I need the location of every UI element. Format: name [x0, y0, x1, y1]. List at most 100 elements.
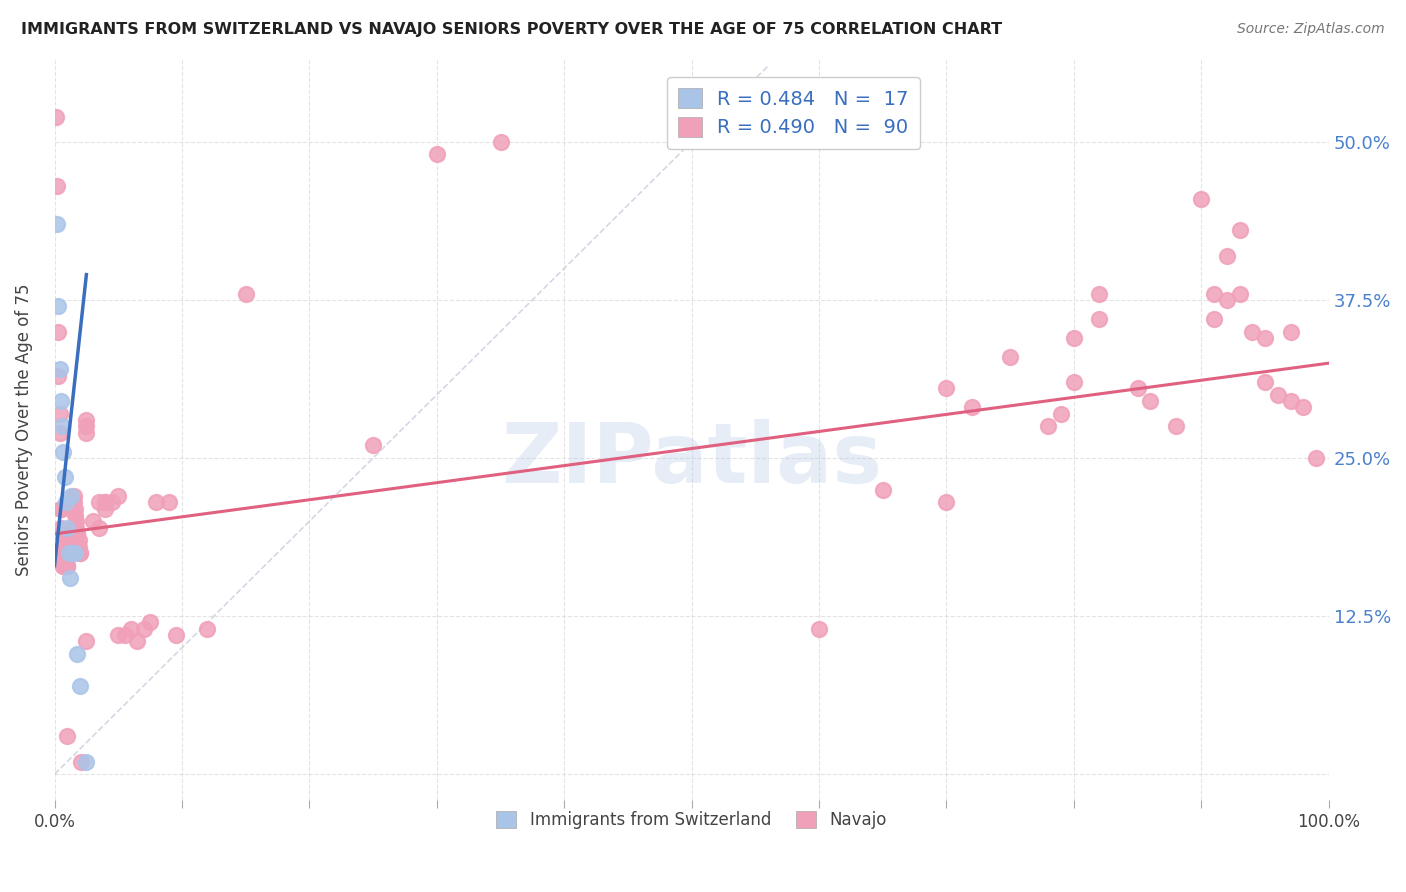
Point: [60, 501, 83, 516]
Point: [56, 558, 79, 573]
Point: [60, 495, 83, 509]
Point: [1254, 331, 1277, 345]
Point: [1204, 311, 1226, 326]
Point: [1139, 394, 1161, 409]
Legend: Immigrants from Switzerland, Navajo: Immigrants from Switzerland, Navajo: [489, 804, 894, 836]
Point: [75, 634, 97, 648]
Point: [69, 679, 91, 693]
Point: [49, 501, 72, 516]
Point: [60, 527, 83, 541]
Point: [55, 495, 77, 509]
Point: [1204, 286, 1226, 301]
Point: [101, 495, 124, 509]
Point: [139, 615, 162, 630]
Point: [69, 546, 91, 560]
Point: [1305, 450, 1327, 465]
Point: [48, 425, 70, 440]
Point: [48, 407, 70, 421]
Point: [75, 413, 97, 427]
Point: [60, 546, 83, 560]
Point: [1216, 249, 1239, 263]
Point: [46, 179, 69, 194]
Point: [53, 470, 76, 484]
Point: [56, 729, 79, 743]
Point: [89, 520, 111, 534]
Point: [56, 520, 79, 534]
Point: [66, 647, 89, 661]
Point: [107, 628, 129, 642]
Point: [59, 571, 82, 585]
Point: [94, 501, 117, 516]
Point: [53, 546, 76, 560]
Point: [62, 489, 84, 503]
Point: [56, 558, 79, 573]
Point: [114, 628, 136, 642]
Point: [165, 628, 187, 642]
Point: [75, 425, 97, 440]
Point: [58, 546, 80, 560]
Point: [53, 546, 76, 560]
Point: [960, 401, 983, 415]
Point: [49, 527, 72, 541]
Text: Source: ZipAtlas.com: Source: ZipAtlas.com: [1237, 22, 1385, 37]
Point: [45, 110, 67, 124]
Text: ZIPatlas: ZIPatlas: [501, 418, 882, 500]
Point: [56, 558, 79, 573]
Point: [1229, 286, 1251, 301]
Point: [1126, 381, 1149, 395]
Point: [63, 501, 86, 516]
Point: [59, 533, 82, 548]
Point: [48, 325, 70, 339]
Point: [49, 394, 72, 409]
Point: [59, 533, 82, 548]
Point: [489, 135, 512, 149]
Point: [1254, 375, 1277, 389]
Point: [52, 444, 75, 458]
Y-axis label: Seniors Poverty Over the Age of 75: Seniors Poverty Over the Age of 75: [15, 284, 32, 576]
Point: [60, 533, 83, 548]
Point: [935, 495, 957, 509]
Point: [94, 495, 117, 509]
Point: [75, 419, 97, 434]
Point: [127, 634, 149, 648]
Text: IMMIGRANTS FROM SWITZERLAND VS NAVAJO SENIORS POVERTY OVER THE AGE OF 75 CORRELA: IMMIGRANTS FROM SWITZERLAND VS NAVAJO SE…: [21, 22, 1002, 37]
Point: [872, 483, 894, 497]
Point: [58, 527, 80, 541]
Point: [82, 514, 104, 528]
Point: [67, 540, 90, 554]
Point: [1164, 419, 1187, 434]
Point: [1279, 394, 1302, 409]
Point: [120, 622, 142, 636]
Point: [52, 552, 75, 566]
Point: [1088, 286, 1111, 301]
Point: [62, 495, 84, 509]
Point: [48, 362, 70, 376]
Point: [70, 755, 93, 769]
Point: [1267, 388, 1289, 402]
Point: [49, 520, 72, 534]
Point: [1050, 407, 1073, 421]
Point: [935, 381, 957, 395]
Point: [69, 546, 91, 560]
Point: [361, 438, 384, 452]
Point: [1088, 311, 1111, 326]
Point: [51, 419, 73, 434]
Point: [67, 533, 90, 548]
Point: [63, 546, 86, 560]
Point: [63, 508, 86, 522]
Point: [52, 546, 75, 560]
Point: [1216, 293, 1239, 307]
Point: [145, 495, 167, 509]
Point: [48, 368, 70, 383]
Point: [52, 546, 75, 560]
Point: [49, 501, 72, 516]
Point: [1229, 223, 1251, 237]
Point: [55, 552, 77, 566]
Point: [157, 495, 180, 509]
Point: [51, 540, 73, 554]
Point: [60, 489, 83, 503]
Point: [46, 217, 69, 231]
Point: [65, 514, 87, 528]
Point: [52, 558, 75, 573]
Point: [66, 527, 89, 541]
